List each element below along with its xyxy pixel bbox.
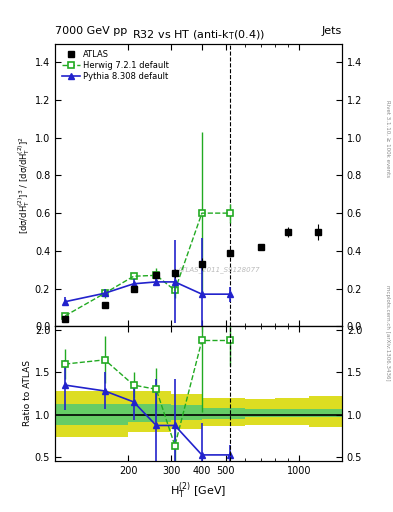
Text: mcplots.cern.ch [arXiv:1306.3436]: mcplots.cern.ch [arXiv:1306.3436] [385, 285, 390, 380]
Text: ATLAS_2011_S9128077: ATLAS_2011_S9128077 [177, 266, 260, 273]
Text: Jets: Jets [321, 26, 342, 36]
Y-axis label: Ratio to ATLAS: Ratio to ATLAS [23, 360, 32, 426]
Legend: ATLAS, Herwig 7.2.1 default, Pythia 8.308 default: ATLAS, Herwig 7.2.1 default, Pythia 8.30… [59, 48, 172, 84]
X-axis label: H$_{\mathrm{T}}^{(2)}$ [GeV]: H$_{\mathrm{T}}^{(2)}$ [GeV] [171, 480, 226, 501]
Y-axis label: [dσ/dH$_{\mathrm{T}}^{(2)}$]$^{3}$ / [dσ/dH$_{\mathrm{T}}^{(2)}$]$^{2}$: [dσ/dH$_{\mathrm{T}}^{(2)}$]$^{3}$ / [dσ… [17, 136, 32, 234]
Text: 7000 GeV pp: 7000 GeV pp [55, 26, 127, 36]
Title: R32 vs HT (anti-k$_{\mathrm{T}}$(0.4)): R32 vs HT (anti-k$_{\mathrm{T}}$(0.4)) [132, 28, 265, 42]
Text: Rivet 3.1.10, ≥ 100k events: Rivet 3.1.10, ≥ 100k events [385, 100, 390, 177]
